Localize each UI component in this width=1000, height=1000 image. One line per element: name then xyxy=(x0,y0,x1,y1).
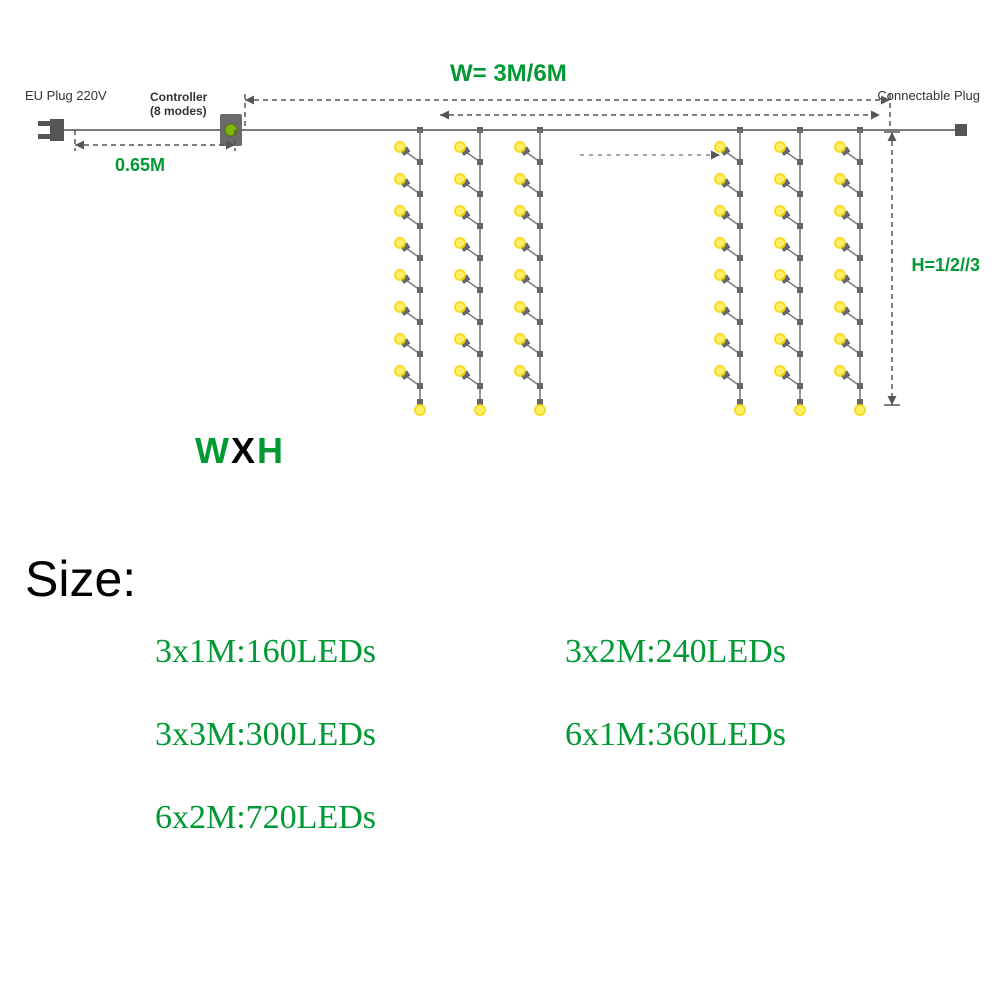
size-row: 3x3M:300LEDs6x1M:360LEDs xyxy=(155,716,975,754)
size-item: 3x1M:160LEDs xyxy=(155,633,565,671)
size-item: 6x1M:360LEDs xyxy=(565,716,975,754)
diagram-area: W= 3M/6M EU Plug 220V Controller (8 mode… xyxy=(20,60,980,490)
size-item: 3x2M:240LEDs xyxy=(565,633,975,671)
size-item: 6x2M:720LEDs xyxy=(155,799,565,837)
schematic-svg xyxy=(20,60,980,490)
size-row: 3x1M:160LEDs3x2M:240LEDs xyxy=(155,633,975,671)
size-row: 6x2M:720LEDs xyxy=(155,799,975,837)
size-heading: Size: xyxy=(25,550,975,608)
size-section: Size: 3x1M:160LEDs3x2M:240LEDs 3x3M:300LE… xyxy=(25,550,975,882)
size-grid: 3x1M:160LEDs3x2M:240LEDs 3x3M:300LEDs6x1M… xyxy=(155,633,975,837)
size-item: 3x3M:300LEDs xyxy=(155,716,565,754)
